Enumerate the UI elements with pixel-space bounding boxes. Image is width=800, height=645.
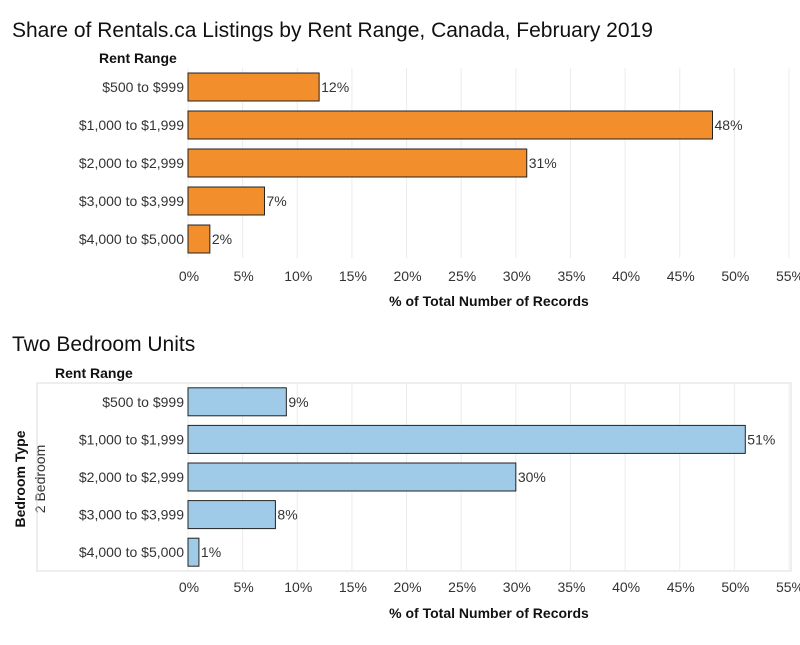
chart2-pane-frame bbox=[36, 382, 792, 572]
chart2-category-label: $4,000 to $5,000 bbox=[79, 544, 184, 560]
chart2-x-tick-label: 50% bbox=[721, 579, 749, 595]
chart1-category-label: $2,000 to $2,999 bbox=[79, 155, 184, 171]
chart2-category-label: $1,000 to $1,999 bbox=[79, 431, 184, 447]
chart2-bar[interactable] bbox=[187, 424, 746, 454]
chart1-x-tick-label: 40% bbox=[612, 268, 640, 284]
chart1-bar[interactable] bbox=[187, 186, 265, 216]
chart2-data-label: 9% bbox=[288, 394, 308, 410]
chart1-x-tick-label: 50% bbox=[721, 268, 749, 284]
chart1-data-label: 7% bbox=[266, 193, 286, 209]
chart2-x-tick-label: 35% bbox=[557, 579, 585, 595]
chart2-bar[interactable] bbox=[187, 387, 287, 417]
chart1-x-tick-label: 20% bbox=[394, 268, 422, 284]
chart1-data-label: 31% bbox=[529, 155, 557, 171]
chart2-data-label: 8% bbox=[277, 507, 297, 523]
chart1-x-tick-label: 10% bbox=[284, 268, 312, 284]
chart1-title: Share of Rentals.ca Listings by Rent Ran… bbox=[12, 19, 653, 42]
chart1-data-label: 12% bbox=[321, 79, 349, 95]
chart2-side-value: 2 Bedroom bbox=[32, 445, 48, 513]
chart1-x-tick-label: 30% bbox=[503, 268, 531, 284]
chart2-row-header: Rent Range bbox=[55, 365, 133, 381]
chart2-category-label: $2,000 to $2,999 bbox=[79, 469, 184, 485]
chart1-category-label: $500 to $999 bbox=[102, 79, 184, 95]
chart2-x-tick-label: 15% bbox=[339, 579, 367, 595]
chart2-bar[interactable] bbox=[187, 462, 517, 492]
chart2-category-label: $500 to $999 bbox=[102, 394, 184, 410]
chart1-x-tick-label: 15% bbox=[339, 268, 367, 284]
chart2-title: Two Bedroom Units bbox=[12, 333, 195, 356]
chart1-x-tick-label: 45% bbox=[667, 268, 695, 284]
chart1-bar[interactable] bbox=[187, 110, 714, 140]
chart2-x-tick-label: 10% bbox=[284, 579, 312, 595]
chart1-category-label: $4,000 to $5,000 bbox=[79, 231, 184, 247]
chart2-x-tick-label: 55% bbox=[776, 579, 800, 595]
chart2-x-tick-label: 30% bbox=[503, 579, 531, 595]
chart1-x-tick-label: 5% bbox=[234, 268, 254, 284]
chart1-x-axis-title: % of Total Number of Records bbox=[389, 293, 589, 309]
chart2-x-tick-label: 5% bbox=[234, 579, 254, 595]
chart1-bar[interactable] bbox=[187, 148, 528, 178]
chart1-row-header: Rent Range bbox=[99, 50, 177, 66]
chart1-x-tick-label: 55% bbox=[776, 268, 800, 284]
chart1-data-label: 48% bbox=[715, 117, 743, 133]
rent-range-share-chart: Share of Rentals.ca Listings by Rent Ran… bbox=[12, 19, 800, 309]
chart2-bar[interactable] bbox=[187, 537, 200, 567]
chart1-bar[interactable] bbox=[187, 224, 211, 254]
chart2-data-label: 51% bbox=[747, 431, 775, 447]
chart2-x-tick-label: 40% bbox=[612, 579, 640, 595]
chart2-x-tick-label: 25% bbox=[448, 579, 476, 595]
chart1-data-label: 2% bbox=[212, 231, 232, 247]
chart1-x-tick-label: 25% bbox=[448, 268, 476, 284]
chart2-data-label: 30% bbox=[518, 469, 546, 485]
chart2-x-tick-label: 45% bbox=[667, 579, 695, 595]
chart2-side-header: Bedroom Type bbox=[12, 430, 28, 527]
chart2-x-axis-title: % of Total Number of Records bbox=[389, 605, 589, 621]
two-bedroom-chart: Two Bedroom Units Rent Range % of Total … bbox=[12, 333, 800, 621]
chart1-bar[interactable] bbox=[187, 72, 320, 102]
chart1-category-label: $3,000 to $3,999 bbox=[79, 193, 184, 209]
chart1-x-tick-label: 35% bbox=[557, 268, 585, 284]
chart2-category-label: $3,000 to $3,999 bbox=[79, 507, 184, 523]
chart2-bar[interactable] bbox=[187, 500, 276, 530]
chart1-x-tick-label: 0% bbox=[179, 268, 199, 284]
chart1-category-label: $1,000 to $1,999 bbox=[79, 117, 184, 133]
chart2-data-label: 1% bbox=[201, 544, 221, 560]
chart2-x-tick-label: 20% bbox=[394, 579, 422, 595]
chart2-x-tick-label: 0% bbox=[179, 579, 199, 595]
